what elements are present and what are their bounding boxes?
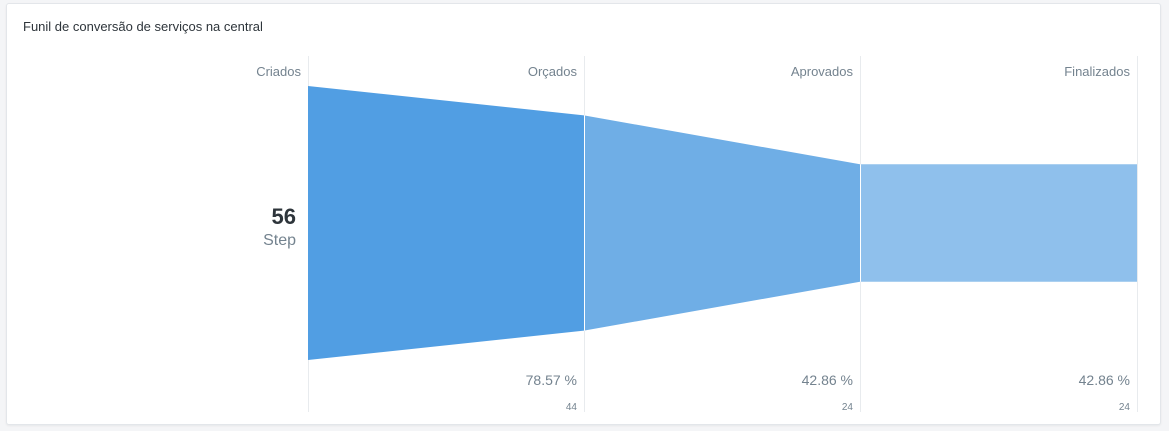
percent-label-finalizados: 42.86 % [1079,372,1130,388]
funnel-band-orçados [584,115,860,331]
funnel-band-aprovados [860,164,1137,282]
count-label-finalizados: 24 [1119,402,1131,413]
funnel-chart: 56 Step Criados Orçados Aprovados Finalizad… [256,56,1138,413]
step-label-criados: Criados [256,64,301,79]
percent-label-aprovados: 42.86 % [802,372,853,388]
card-title: Funil de conversão de serviços na centra… [23,19,263,34]
first-step-value: 56 [272,204,296,229]
percent-label-orçados: 78.57 % [526,372,577,388]
step-label-orçados: Orçados [528,64,578,79]
funnel-band-criados [308,86,584,360]
funnel-labels: 56 Step Criados Orçados Aprovados Finalizad… [256,64,1130,413]
funnel-bands [308,86,1137,360]
funnel-card: Funil de conversão de serviços na centra… [6,3,1161,425]
count-label-aprovados: 24 [842,402,854,413]
step-label-finalizados: Finalizados [1064,64,1130,79]
count-label-orçados: 44 [566,402,578,413]
step-label-aprovados: Aprovados [791,64,854,79]
first-step-caption: Step [263,232,296,249]
